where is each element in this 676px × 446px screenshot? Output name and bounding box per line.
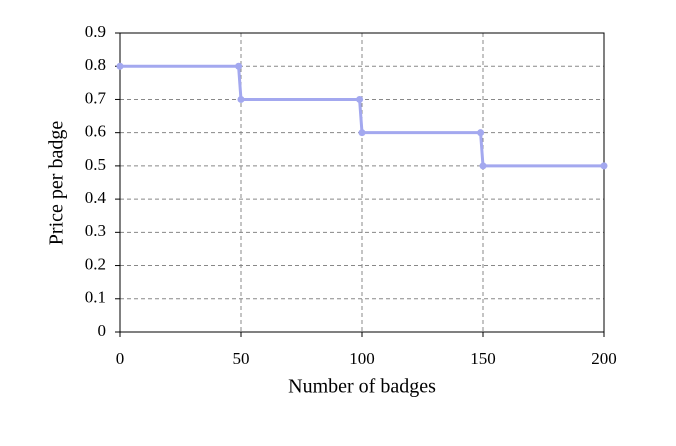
y-tick-label: 0.4 bbox=[85, 188, 107, 207]
marker bbox=[116, 62, 124, 70]
marker bbox=[358, 129, 366, 137]
x-axis-label: Number of badges bbox=[288, 376, 436, 398]
y-tick-label: 0 bbox=[98, 321, 107, 340]
marker bbox=[237, 95, 245, 103]
x-tick-label: 150 bbox=[470, 349, 496, 368]
y-tick-label: 0.7 bbox=[85, 88, 107, 107]
y-axis-label: Price per badge bbox=[46, 121, 68, 246]
y-tick-label: 0.6 bbox=[85, 122, 106, 141]
y-tick-label: 0.2 bbox=[85, 254, 106, 273]
y-tick-label: 0.5 bbox=[85, 155, 106, 174]
x-tick-label: 200 bbox=[591, 349, 617, 368]
y-tick-label: 0.3 bbox=[85, 221, 106, 240]
line bbox=[120, 64, 604, 168]
x-tick-label: 50 bbox=[233, 349, 250, 368]
plot-border bbox=[119, 32, 605, 333]
marker bbox=[600, 162, 608, 170]
y-tick-label: 0.8 bbox=[85, 55, 106, 74]
marker bbox=[356, 95, 364, 103]
x-tick-label: 0 bbox=[116, 349, 125, 368]
x-tick-label: 100 bbox=[349, 349, 375, 368]
y-tick-label: 0.9 bbox=[85, 22, 106, 41]
y-tick-label: 0.1 bbox=[85, 288, 106, 307]
marker bbox=[235, 62, 243, 70]
marker bbox=[479, 162, 487, 170]
marker bbox=[477, 129, 485, 137]
